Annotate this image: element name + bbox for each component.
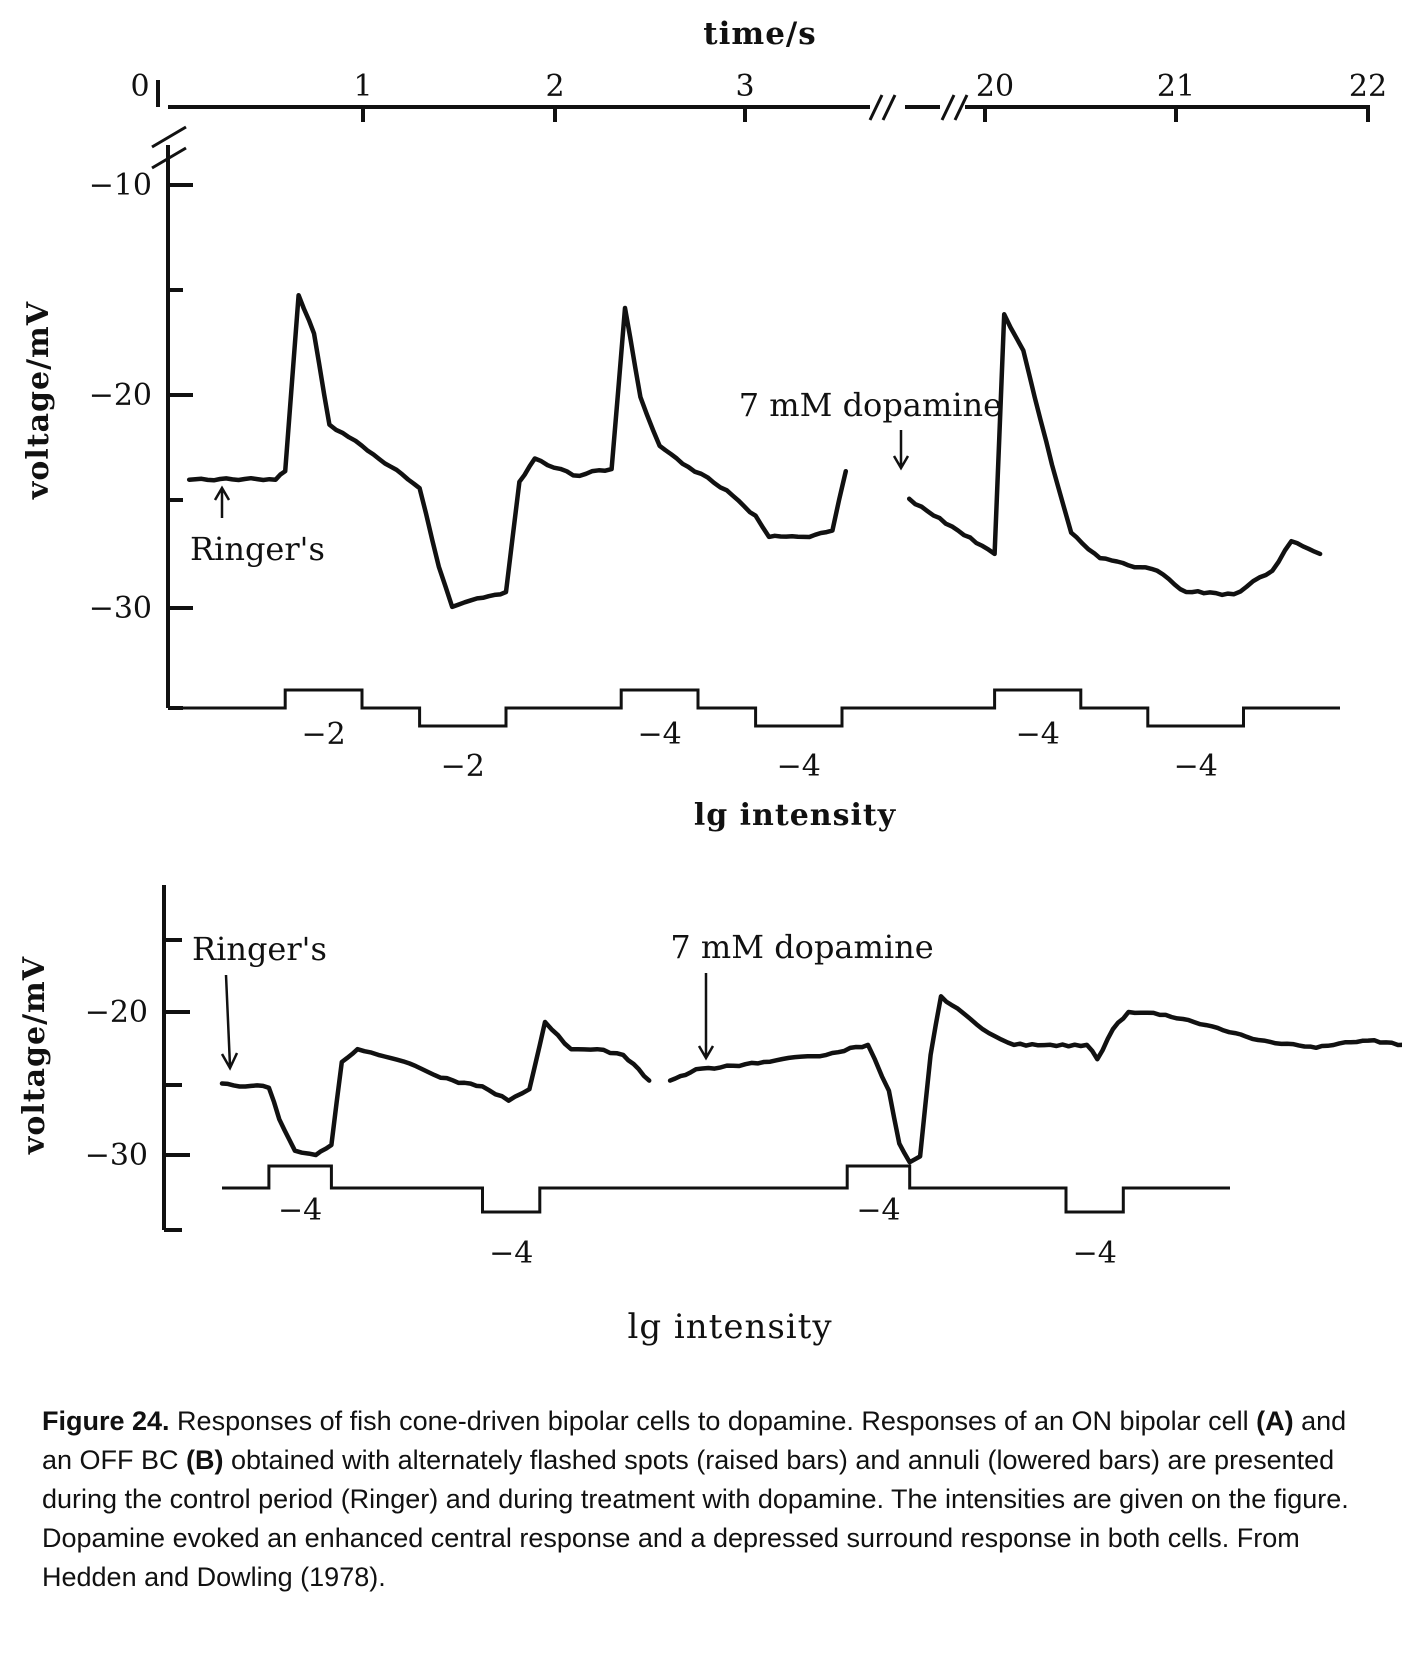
figure-number: Figure 24.	[42, 1406, 170, 1436]
ringer-annotation-a: Ringer's	[190, 485, 325, 568]
voltage-axis-title: voltage/mV	[21, 301, 56, 500]
ringer-arrow	[220, 974, 239, 1071]
intensity-label: −4	[856, 1193, 900, 1228]
stimulus-line	[222, 1164, 1230, 1214]
stimulus-line	[170, 688, 1340, 728]
figure-caption: Figure 24. Responses of fish cone-driven…	[42, 1402, 1372, 1597]
intensity-label: −2	[441, 749, 485, 784]
time-tick-label: 3	[735, 69, 754, 104]
figure-svg: time/s 0 1 2 3 20 21 22 −10	[17, 16, 1402, 1347]
trace-line	[906, 312, 1323, 598]
intensity-label: −4	[1016, 717, 1060, 752]
voltage-tick-major	[168, 183, 193, 610]
intensity-label: −4	[489, 1236, 533, 1271]
time-tick-label: 2	[545, 69, 564, 104]
stimulus-b: −4 −4 −4 −4	[222, 1164, 1230, 1271]
trace-line	[667, 994, 1402, 1165]
ringer-label: Ringer's	[190, 530, 325, 568]
caption-panel-b: (B)	[186, 1445, 224, 1475]
ringer-label: Ringer's	[192, 930, 327, 968]
lg-intensity-label-b: lg intensity	[627, 1307, 832, 1347]
voltage-tick-label: −30	[89, 591, 152, 626]
voltage-axis-break	[151, 125, 187, 170]
caption-panel-a: (A)	[1256, 1406, 1294, 1436]
time-tick-label: 20	[976, 69, 1014, 104]
time-tick-label: 0	[130, 69, 149, 104]
voltage-tick-label: −30	[85, 1138, 148, 1173]
time-axis-title: time/s	[703, 16, 816, 52]
voltage-tick-minor	[164, 938, 182, 1232]
dopamine-label: 7 mM dopamine	[670, 928, 933, 966]
intensity-label: −4	[1073, 1236, 1117, 1271]
ringer-arrow	[213, 485, 231, 518]
trace-a	[186, 292, 1323, 610]
panel-b: −20 −30 voltage/mV −4 −4 −4 −4 Ringer's 7 m…	[17, 885, 1402, 1347]
voltage-tick-label: −20	[85, 995, 148, 1030]
dopamine-label: 7 mM dopamine	[739, 386, 1002, 424]
caption-text: obtained with alternately flashed spots …	[42, 1445, 1349, 1592]
time-axis-break-marks	[868, 94, 969, 121]
voltage-axis-a: −10 −20 −30 voltage/mV	[21, 125, 193, 710]
time-axis-line-right	[965, 105, 1370, 122]
dopamine-annotation-a: 7 mM dopamine	[739, 386, 1002, 471]
intensity-label: −4	[1174, 749, 1218, 784]
voltage-tick-label: −20	[89, 378, 152, 413]
voltage-tick-label: −10	[89, 168, 152, 203]
intensity-label: −4	[278, 1193, 322, 1228]
caption-text: Responses of fish cone-driven bipolar ce…	[169, 1406, 1257, 1436]
ringer-annotation-b: Ringer's	[192, 930, 327, 1071]
trace-line	[219, 1019, 652, 1158]
panel-a: time/s 0 1 2 3 20 21 22 −10	[21, 16, 1387, 833]
dopamine-annotation-b: 7 mM dopamine	[670, 928, 934, 1061]
intensity-label: −4	[777, 749, 821, 784]
time-tick-label: 22	[1349, 69, 1387, 104]
stimulus-a: −2 −2 −4 −4 −4 −4	[170, 688, 1340, 784]
time-axis: 0 1 2 3 20 21 22	[130, 69, 1387, 122]
dopamine-arrow	[697, 973, 715, 1061]
dopamine-arrow	[892, 430, 910, 471]
time-tick-label: 21	[1157, 69, 1195, 104]
trace-line	[186, 292, 849, 610]
lg-intensity-label-a: lg intensity	[694, 798, 897, 833]
intensity-label: −2	[301, 717, 345, 752]
intensity-label: −4	[637, 717, 681, 752]
caption-text: and an OFF BC	[42, 1406, 1347, 1475]
time-tick-label: 1	[353, 69, 372, 104]
voltage-axis-b: −20 −30 voltage/mV	[17, 885, 190, 1232]
voltage-tick-major	[164, 1010, 190, 1157]
voltage-axis-title: voltage/mV	[17, 956, 52, 1155]
trace-b	[219, 994, 1402, 1165]
voltage-tick-minor	[168, 288, 183, 710]
